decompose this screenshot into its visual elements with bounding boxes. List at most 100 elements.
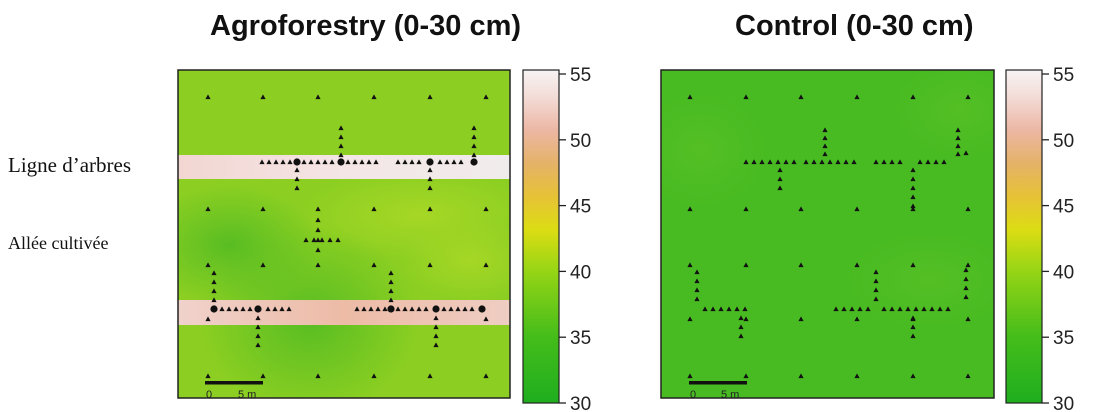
sampling-point-marker [388,270,394,276]
sampling-point-marker [338,134,344,140]
sampling-point-marker [371,373,377,379]
colorbar-tick-label: 40 [1053,262,1074,283]
sampling-point-marker [395,159,401,165]
sampling-point-marker [319,237,325,243]
sampling-point-marker [873,269,879,275]
sampling-point-marker [798,373,804,379]
sampling-point-marker [294,167,300,173]
scale-bar-zero: 0 [690,389,696,401]
sampling-point-marker [687,262,693,268]
sampling-point-marker [743,94,749,100]
sampling-point-marker [382,306,388,312]
sampling-point-marker [822,143,828,149]
sampling-point-marker [865,306,871,312]
control-scale-bar: 0 5 m [689,381,747,401]
sampling-point-marker [260,94,266,100]
sampling-point-marker [345,159,351,165]
sampling-point-marker [455,306,461,312]
sampling-point-marker [937,306,943,312]
sampling-point-marker [483,262,489,268]
sampling-point-marker [777,185,783,191]
control-frame [660,69,995,399]
sampling-point-marker [315,227,321,233]
sampling-point-marker [718,306,724,312]
agroforestry-map [178,70,510,398]
sampling-point-marker [352,159,358,165]
sampling-point-marker [933,159,939,165]
sampling-point-marker [255,324,261,330]
sampling-point-marker [471,134,477,140]
sampling-point-marker [427,176,433,182]
sampling-point-marker [287,159,293,165]
sampling-point-marker [205,262,211,268]
sampling-point-marker [427,167,433,173]
colorbar-tick-label: 30 [1053,394,1074,412]
sampling-point-marker [857,306,863,312]
sampling-point-marker [247,306,253,312]
sampling-point-marker [965,316,971,322]
sampling-point-marker [368,306,374,312]
tree-marker [293,158,301,166]
sampling-point-marker [427,94,433,100]
sampling-point-marker [965,94,971,100]
sampling-point-marker [822,151,828,157]
sampling-point-marker [427,185,433,191]
sampling-point-marker [205,206,211,212]
sampling-point-marker [738,333,744,339]
sampling-point-marker [835,159,841,165]
sampling-point-marker [963,276,969,282]
sampling-point-marker [873,287,879,293]
sampling-point-marker [255,342,261,348]
sampling-point-marker [359,159,365,165]
sampling-point-marker [273,159,279,165]
sampling-point-marker [965,206,971,212]
scale-bar-five: 5 m [238,389,256,401]
agroforestry-frame [177,69,511,399]
sampling-point-marker [259,159,265,165]
sampling-point-marker [955,151,961,157]
control-higher-zone [661,90,770,210]
sampling-point-marker [260,206,266,212]
sampling-point-marker [427,262,433,268]
sampling-point-marker [910,203,916,209]
tree-marker [387,305,395,313]
sampling-point-marker [965,262,971,268]
sampling-point-marker [687,206,693,212]
sampling-point-marker [811,159,817,165]
sampling-point-marker [798,262,804,268]
sampling-point-marker [694,287,700,293]
sampling-point-marker [303,237,309,243]
sampling-point-marker [738,324,744,330]
control-higher-zone [890,70,994,160]
sampling-point-marker [910,167,916,173]
sampling-point-marker [375,306,381,312]
sampling-point-marker [851,159,857,165]
sampling-point-marker [444,159,450,165]
sampling-point-marker [833,306,839,312]
sampling-point-marker [702,306,708,312]
sampling-point-marker [272,306,278,312]
sampling-point-marker [286,306,292,312]
sampling-point-marker [694,269,700,275]
sampling-point-marker [315,262,321,268]
sampling-point-marker [427,206,433,212]
sampling-point-marker [471,125,477,131]
sampling-point-marker [798,94,804,100]
sampling-point-marker [798,316,804,322]
sampling-point-marker [910,333,916,339]
sampling-point-marker [687,316,693,322]
sampling-point-marker [361,306,367,312]
agroforestry-sampling-points [205,94,489,379]
sampling-point-marker [315,217,321,223]
sampling-point-marker [743,316,749,322]
sampling-point-marker [910,315,916,321]
sampling-point-marker [308,159,314,165]
sampling-point-marker [388,288,394,294]
sampling-point-marker [873,296,879,302]
sampling-point-marker [335,237,341,243]
sampling-point-marker [910,176,916,182]
sampling-point-marker [427,373,433,379]
control-sampling-points [687,94,971,379]
sampling-point-marker [687,94,693,100]
